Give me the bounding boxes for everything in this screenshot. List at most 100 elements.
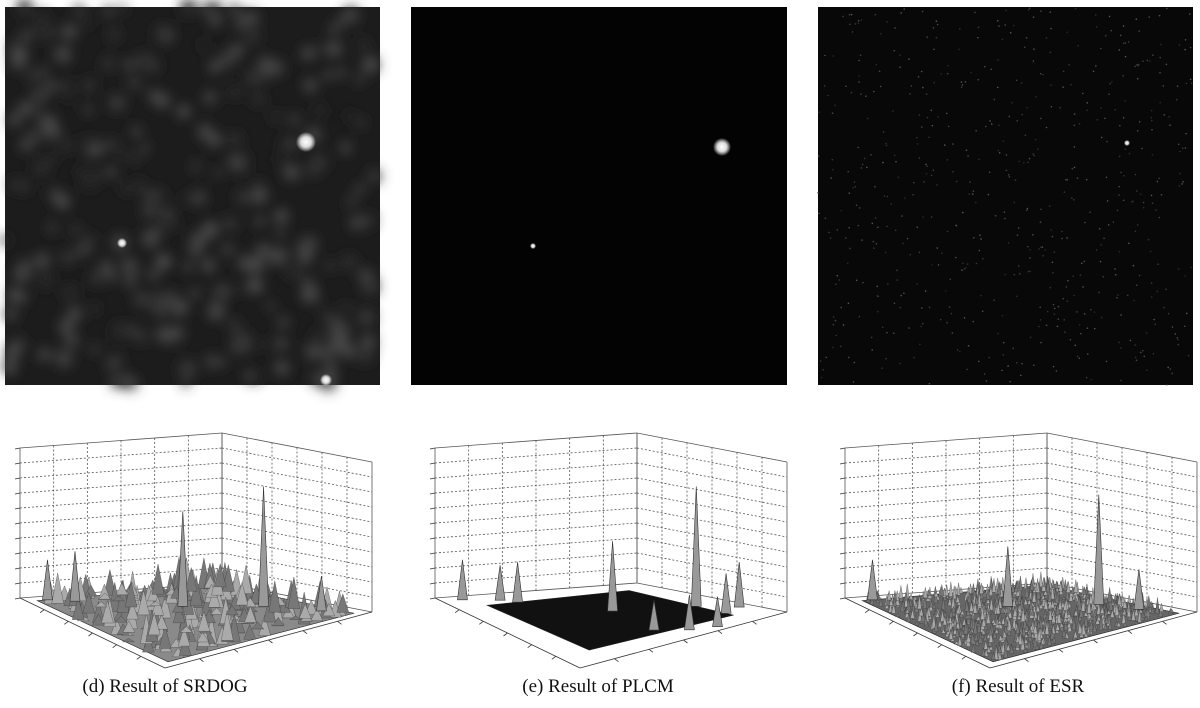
texture-dot bbox=[1074, 146, 1076, 148]
texture-dot bbox=[916, 283, 918, 285]
texture-dot bbox=[959, 351, 961, 353]
texture-dot bbox=[962, 84, 964, 86]
texture-dot bbox=[817, 192, 819, 194]
plot-line bbox=[889, 621, 893, 624]
plot-line bbox=[15, 463, 20, 464]
texture-dot bbox=[61, 140, 72, 151]
texture-dot bbox=[837, 229, 839, 231]
plot-line bbox=[64, 621, 68, 624]
plot-line bbox=[15, 493, 20, 494]
texture-dot bbox=[1058, 306, 1060, 308]
texture-dot bbox=[228, 133, 241, 146]
texture-dot bbox=[1104, 118, 1106, 120]
texture-dot bbox=[1135, 174, 1137, 176]
texture-dot bbox=[1100, 48, 1102, 50]
texture-dot bbox=[1066, 237, 1068, 239]
texture-dot bbox=[301, 47, 314, 60]
texture-dot bbox=[1008, 116, 1010, 118]
texture-dot bbox=[920, 326, 922, 328]
texture-dot bbox=[936, 184, 938, 186]
texture-dot bbox=[818, 155, 820, 157]
texture-dot bbox=[1136, 284, 1138, 286]
texture-dot bbox=[1077, 177, 1079, 179]
texture-dot bbox=[1097, 119, 1099, 121]
texture-dot bbox=[851, 92, 853, 94]
texture-dot bbox=[989, 120, 991, 122]
texture-dot bbox=[921, 126, 923, 128]
texture-dot bbox=[861, 167, 863, 169]
texture-dot bbox=[1086, 109, 1088, 111]
texture-dot bbox=[245, 68, 263, 86]
texture-dot bbox=[131, 153, 140, 162]
texture-dot bbox=[1050, 28, 1052, 30]
texture-dot bbox=[1046, 37, 1048, 39]
texture-dot bbox=[1103, 276, 1105, 278]
texture-dot bbox=[1154, 323, 1156, 325]
texture-dot bbox=[833, 316, 835, 318]
texture-dot bbox=[919, 157, 921, 159]
texture-dot bbox=[1016, 362, 1018, 364]
texture-dot bbox=[885, 252, 887, 254]
texture-dot bbox=[847, 171, 849, 173]
texture-dot bbox=[301, 236, 318, 253]
texture-dot bbox=[1106, 141, 1108, 143]
texture-dot bbox=[1125, 56, 1127, 58]
texture-dot bbox=[933, 27, 935, 29]
texture-dot bbox=[119, 5, 127, 13]
texture-dot bbox=[973, 237, 975, 239]
texture-dot bbox=[81, 172, 99, 190]
texture-dot bbox=[922, 323, 924, 325]
texture-dot bbox=[191, 161, 201, 171]
texture-dot bbox=[207, 133, 221, 147]
texture-dot bbox=[76, 5, 84, 13]
texture-dot bbox=[1178, 268, 1180, 270]
texture-dot bbox=[1125, 42, 1127, 44]
image bbox=[411, 7, 787, 385]
texture-dot bbox=[988, 194, 990, 196]
texture-dot bbox=[852, 31, 854, 33]
texture-dot bbox=[873, 247, 875, 249]
texture-dot bbox=[1076, 311, 1078, 313]
texture-dot bbox=[337, 67, 347, 77]
surface-peak bbox=[1094, 495, 1104, 605]
texture-dot bbox=[105, 360, 115, 370]
plot-line bbox=[234, 649, 238, 652]
texture-dot bbox=[1159, 102, 1161, 104]
texture-dot bbox=[1177, 85, 1179, 87]
texture-dot bbox=[921, 307, 923, 309]
texture-dot bbox=[1153, 353, 1155, 355]
texture-dot bbox=[936, 37, 938, 39]
surface-bump bbox=[949, 582, 953, 597]
texture-dot bbox=[315, 105, 326, 116]
texture-dot bbox=[350, 216, 364, 230]
plot-line bbox=[840, 598, 845, 599]
texture-dot bbox=[1159, 57, 1161, 59]
texture-dot bbox=[876, 243, 878, 245]
texture-dot bbox=[252, 93, 265, 106]
texture-dot bbox=[991, 68, 993, 70]
texture-dot bbox=[1008, 242, 1010, 244]
texture-dot bbox=[964, 317, 966, 319]
texture-dot bbox=[966, 369, 968, 371]
surface-bump bbox=[923, 587, 927, 597]
texture-dot bbox=[1147, 60, 1149, 62]
texture-dot bbox=[124, 377, 137, 390]
texture-dot bbox=[258, 57, 270, 69]
texture-dot bbox=[899, 66, 901, 68]
texture-dot bbox=[980, 238, 982, 240]
texture-dot bbox=[214, 169, 222, 177]
texture-dot bbox=[984, 66, 986, 68]
texture-dot bbox=[903, 292, 905, 294]
texture-dot bbox=[1105, 35, 1107, 37]
texture-dot bbox=[1095, 65, 1097, 67]
texture-dot bbox=[1177, 339, 1179, 341]
texture-dot bbox=[1123, 25, 1125, 27]
texture-dot bbox=[1123, 43, 1125, 45]
texture-dot bbox=[1137, 78, 1139, 80]
texture-dot bbox=[4, 307, 18, 321]
texture-dot bbox=[1072, 168, 1074, 170]
texture-dot bbox=[952, 171, 954, 173]
texture-dot bbox=[1133, 300, 1135, 302]
texture-dot bbox=[304, 343, 321, 360]
texture-dot bbox=[1021, 114, 1023, 116]
